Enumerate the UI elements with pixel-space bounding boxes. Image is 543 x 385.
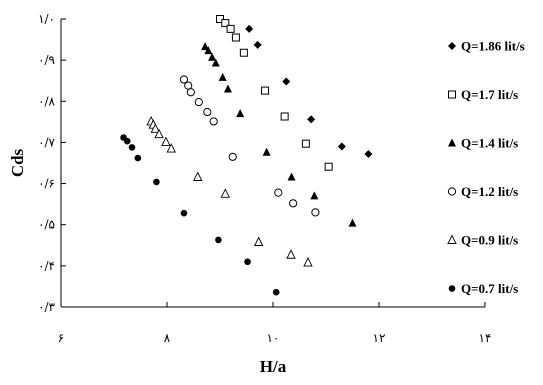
data-point-series-4	[209, 117, 218, 126]
y-tick-label: ۰/۵	[38, 218, 55, 232]
data-point-series-3	[201, 42, 210, 51]
legend-label: Q=1.7 lit/s	[461, 87, 518, 102]
data-point-series-2	[216, 15, 224, 23]
data-point-series-3	[348, 218, 357, 227]
y-tick-label: ۰/۶	[38, 177, 55, 191]
y-tick-label: ۰/۷	[38, 135, 55, 149]
legend-marker	[448, 285, 456, 292]
x-tick-label: ۱۲	[373, 331, 386, 345]
data-point-series-4	[179, 75, 189, 84]
data-point-series-1	[364, 149, 373, 158]
data-point-series-1	[282, 77, 291, 86]
data-point-series-1	[253, 40, 262, 49]
y-tick-label: ۰/۸	[38, 94, 55, 108]
data-point-series-2	[280, 112, 289, 121]
legend-marker	[448, 90, 456, 99]
data-point-series-4	[186, 88, 195, 97]
data-point-series-5	[286, 249, 296, 259]
data-point-series-2	[261, 86, 270, 95]
data-point-series-4	[203, 107, 212, 117]
x-tick-label: ۱۴	[479, 331, 492, 345]
data-point-series-6	[123, 137, 131, 145]
data-point-series-2	[231, 33, 240, 42]
data-point-series-5	[161, 136, 171, 146]
x-tick-label: ۶	[58, 331, 64, 345]
y-tick-label: ۰/۳	[38, 300, 55, 314]
data-point-series-3	[204, 46, 213, 55]
y-ticks: ۰/۳ ۰/۴ ۰/۵ ۰/۶ ۰/۷ ۰/۸ ۰/۹ ۱/۰	[38, 12, 66, 314]
legend-label: Q=0.9 lit/s	[461, 233, 518, 248]
legend-label: Q=1.2 lit/s	[461, 184, 518, 199]
data-point-series-5	[253, 236, 264, 246]
data-point-series-3	[236, 109, 245, 118]
x-tick-label: ۸	[164, 331, 171, 345]
data-point-series-3	[223, 84, 232, 93]
data-point-series-5	[303, 257, 313, 267]
legend-label: Q=1.86 lit/s	[461, 39, 525, 54]
data-point-series-2	[226, 24, 235, 33]
data-point-series-1	[337, 142, 346, 151]
data-point-series-3	[262, 147, 271, 156]
data-point-series-6	[272, 288, 280, 296]
data-point-series-6	[153, 178, 160, 186]
x-axis-title: H/a	[260, 357, 287, 376]
y-axis-title: Cds	[8, 148, 27, 177]
data-point-series-1	[245, 24, 254, 33]
data-point-series-3	[310, 191, 319, 200]
axes	[60, 19, 485, 308]
data-point-series-2	[324, 162, 333, 171]
data-point-series-6	[128, 144, 136, 151]
legend-marker	[447, 234, 457, 244]
data-point-series-5	[193, 171, 203, 181]
data-point-series-5	[166, 143, 176, 153]
data-point-series-1	[307, 115, 316, 124]
legend: Q=1.86 lit/s Q=1.7 lit/s Q=1.4 lit/s Q=1.2 …	[447, 39, 525, 296]
data-point-series-6	[134, 154, 142, 162]
legend-marker	[448, 138, 456, 147]
data-point-series-3	[211, 58, 220, 67]
data-point-series-5	[220, 188, 231, 198]
data-point-series-5	[150, 123, 161, 133]
legend-marker	[447, 187, 457, 196]
data-point-series-2	[301, 139, 310, 148]
data-point-series-6	[180, 209, 188, 217]
data-points	[120, 15, 373, 296]
data-point-series-2	[221, 19, 230, 28]
data-point-series-4	[228, 152, 237, 161]
data-point-series-6	[244, 258, 251, 266]
data-point-series-4	[311, 208, 320, 217]
data-point-series-3	[287, 172, 296, 181]
y-tick-label: ۰/۹	[38, 53, 55, 67]
data-point-series-4	[274, 188, 283, 197]
data-point-series-3	[218, 72, 227, 81]
legend-label: Q=1.4 lit/s	[461, 136, 518, 151]
data-point-series-4	[194, 98, 203, 107]
y-tick-label: ۰/۴	[38, 259, 55, 273]
x-ticks: ۶ ۸ ۱۰ ۱۲ ۱۴	[58, 302, 492, 345]
y-tick-label: ۱/۰	[38, 12, 55, 26]
legend-marker	[448, 42, 456, 50]
x-tick-label: ۱۰	[267, 331, 280, 345]
data-point-series-6	[215, 236, 222, 244]
data-point-series-2	[239, 48, 248, 57]
data-point-series-5	[154, 128, 164, 139]
data-point-series-3	[208, 52, 217, 61]
data-point-series-4	[289, 199, 298, 208]
legend-label: Q=0.7 lit/s	[461, 281, 518, 296]
